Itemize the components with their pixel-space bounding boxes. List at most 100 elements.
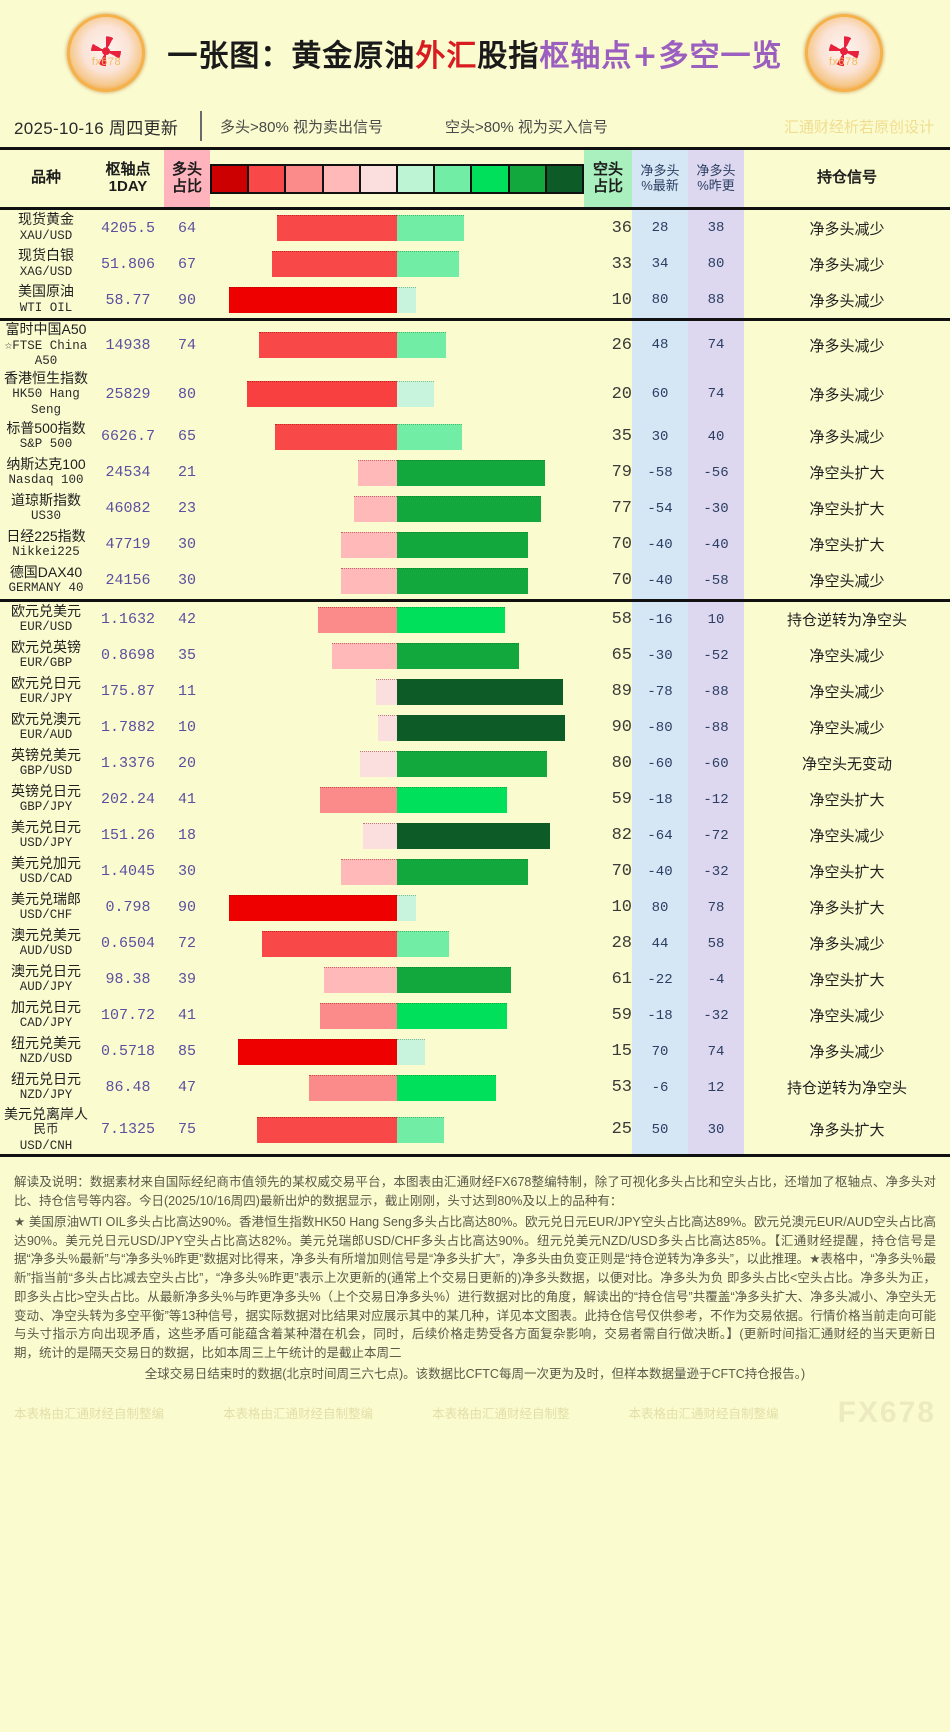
- cell-instrument-name: 加元兑日元 CAD/JPY: [0, 998, 92, 1034]
- instrument-symbol: NZD/JPY: [19, 1088, 73, 1103]
- cell-position-signal: 净多头减少: [809, 936, 885, 953]
- cell-position-bar: [210, 370, 584, 419]
- cell-instrument-name: 现货黄金 XAU/USD: [0, 209, 92, 247]
- table-row[interactable]: 德国DAX40 GERMANY 40 24156 30 70 -40 -58 净空头减少: [0, 562, 950, 602]
- table-row[interactable]: 欧元兑澳元 EUR/AUD 1.7882 10 90 -80 -88 净空头减少: [0, 709, 950, 746]
- cell-short-percent: 82: [611, 826, 632, 845]
- cell-short-percent: 20: [611, 384, 632, 404]
- table-row[interactable]: 澳元兑日元 AUD/JPY 98.38 39 61 -22 -4 净空头扩大: [0, 961, 950, 998]
- footer-last-line: 全球交易日结束时的数据(北京时间周三六七点)。该数据比CFTC每周一次更为及时，…: [144, 1366, 806, 1381]
- instrument-symbol: AUD/USD: [19, 944, 73, 959]
- table-row[interactable]: 纽元兑日元 NZD/JPY 86.48 47 53 -6 12 持仓逆转为净空头: [0, 1069, 950, 1106]
- title-banner: 一张图：黄金原油外汇股指枢轴点+多空一览: [0, 0, 950, 105]
- instrument-symbol: A50: [34, 354, 58, 369]
- cell-instrument-name: 现货白银 XAG/USD: [0, 246, 92, 282]
- cell-instrument-name: 纽元兑日元 NZD/JPY: [0, 1070, 92, 1106]
- cell-long-percent: 30: [164, 562, 210, 602]
- table-row[interactable]: 澳元兑美元 AUD/USD 0.6504 72 28 44 58 净多头减少: [0, 925, 950, 962]
- instrument-symbol: CAD/JPY: [19, 1016, 73, 1031]
- cell-net-long-previous: -72: [688, 817, 744, 854]
- cell-position-signal: 净空头扩大: [809, 501, 885, 518]
- cell-short-percent: 26: [611, 335, 632, 355]
- instrument-cn: 香港恒生指数: [4, 369, 88, 386]
- cell-long-percent: 90: [164, 282, 210, 321]
- table-row[interactable]: 美元兑离岸人 民币 USD/CNH 7.1325 75 25 50 30 净多头扩大: [0, 1105, 950, 1155]
- table-row[interactable]: 纳斯达克100 Nasdaq 100 24534 21 79 -58 -56 净空头扩大: [0, 454, 950, 491]
- legend-swatch-0: [212, 165, 250, 192]
- table-row[interactable]: 现货黄金 XAU/USD 4205.5 64 36 28 38 净多头减少: [0, 208, 950, 247]
- cell-position-bar: [210, 854, 584, 890]
- cell-position-signal: 净空头减少: [809, 648, 885, 665]
- cell-short-percent: 59: [611, 1006, 632, 1025]
- table-row[interactable]: 加元兑日元 CAD/JPY 107.72 41 59 -18 -32 净空头减少: [0, 997, 950, 1034]
- instrument-symbol: Nikkei225: [12, 545, 80, 560]
- cell-net-long-latest: 30: [632, 418, 688, 455]
- table-row[interactable]: 纽元兑美元 NZD/USD 0.5718 85 15 70 74 净多头减少: [0, 1033, 950, 1070]
- table-row[interactable]: 美元兑瑞郎 USD/CHF 0.798 90 10 80 78 净多头扩大: [0, 889, 950, 926]
- cell-position-bar: [210, 320, 584, 370]
- cell-pivot-point: 24156: [92, 562, 164, 602]
- col-header-long-pct: 多头 占比: [164, 147, 210, 210]
- cell-net-long-previous: 80: [688, 246, 744, 282]
- instrument-cn: 标普500指数: [6, 419, 86, 436]
- cell-short-percent: 79: [611, 463, 632, 482]
- instrument-symbol: WTI OIL: [19, 300, 73, 315]
- col-header-legend: [210, 147, 584, 210]
- cell-net-long-previous: -88: [688, 709, 744, 746]
- table-row[interactable]: 欧元兑美元 EUR/USD 1.1632 42 58 -16 10 持仓逆转为净空头: [0, 600, 950, 638]
- cell-pivot-point: 0.6504: [100, 935, 155, 952]
- cell-net-long-latest: -78: [632, 673, 688, 710]
- table-row[interactable]: 富时中国A50 ☆FTSE China A50 14938 74 26 48 74 净多头减少: [0, 319, 950, 370]
- table-row[interactable]: 欧元兑日元 EUR/JPY 175.87 11 89 -78 -88 净空头减少: [0, 673, 950, 710]
- cell-long-percent: 90: [177, 899, 196, 916]
- col-header-pivot: 枢轴点 1DAY: [92, 147, 164, 210]
- table-body: 现货黄金 XAU/USD 4205.5 64 36 28 38 净多头减少 现货白银 XAG/US…: [0, 208, 950, 1155]
- cell-long-percent: 47: [177, 1079, 196, 1096]
- table-row[interactable]: 英镑兑美元 GBP/USD 1.3376 20 80 -60 -60 净空头无变动: [0, 745, 950, 782]
- cell-pivot-point: 24534: [105, 464, 151, 481]
- cell-short-percent: 25: [611, 1120, 632, 1140]
- instrument-symbol: GBP/JPY: [19, 800, 73, 815]
- table-row[interactable]: 美元兑日元 USD/JPY 151.26 18 82 -64 -72 净空头减少: [0, 817, 950, 854]
- short-bar: [397, 1074, 497, 1101]
- credit-1: 本表格由汇通财经自制整编: [14, 1407, 165, 1421]
- cell-position-bar: [210, 527, 584, 563]
- instrument-symbol: GBP/USD: [19, 764, 73, 779]
- cell-short-percent: 65: [611, 646, 632, 665]
- table-row[interactable]: 现货白银 XAG/USD 51.806 67 33 34 80 净多头减少: [0, 246, 950, 282]
- long-bar: [228, 894, 397, 921]
- instrument-symbol: GERMANY 40: [8, 581, 84, 596]
- table-row[interactable]: 道琼斯指数 US30 46082 23 77 -54 -30 净空头扩大: [0, 490, 950, 527]
- cell-long-percent: 18: [177, 827, 196, 844]
- table-row[interactable]: 标普500指数 S&P 500 6626.7 65 35 30 40 净多头减少: [0, 418, 950, 455]
- cell-net-long-latest: -30: [632, 637, 688, 674]
- table-row[interactable]: 欧元兑英镑 EUR/GBP 0.8698 35 65 -30 -52 净空头减少: [0, 637, 950, 674]
- cell-position-signal: 净空头扩大: [809, 972, 885, 989]
- cell-net-long-previous: -32: [688, 997, 744, 1034]
- short-bar: [397, 786, 508, 813]
- short-bar: [397, 714, 566, 741]
- long-bar: [247, 381, 397, 408]
- cell-position-bar: [210, 746, 584, 782]
- cell-long-percent: 42: [177, 611, 196, 628]
- cell-position-bar: [210, 998, 584, 1034]
- table-row[interactable]: 日经225指数 Nikkei225 47719 30 70 -40 -40 净空头扩大: [0, 526, 950, 563]
- table-row[interactable]: 美元兑加元 USD/CAD 1.4045 30 70 -40 -32 净空头扩大: [0, 853, 950, 890]
- cell-long-percent: 72: [177, 935, 196, 952]
- table-row[interactable]: 香港恒生指数 HK50 Hang Seng 25829 80 20 60 74 净多头减少: [0, 369, 950, 419]
- long-bar: [331, 642, 397, 669]
- cell-net-long-previous: 10: [688, 600, 744, 638]
- instrument-symbol: XAG/USD: [19, 264, 73, 279]
- table-row[interactable]: 英镑兑日元 GBP/JPY 202.24 41 59 -18 -12 净空头扩大: [0, 781, 950, 818]
- short-bar: [397, 567, 528, 594]
- instrument-cn: 欧元兑美元: [11, 602, 81, 619]
- cell-position-bar: [210, 926, 584, 962]
- table-row[interactable]: 美国原油 WTI OIL 58.77 90 10 80 88 净多头减少: [0, 282, 950, 321]
- short-bar: [397, 678, 564, 705]
- cell-position-signal: 净多头减少: [809, 386, 885, 404]
- cell-instrument-name: 富时中国A50 ☆FTSE China A50: [0, 320, 92, 370]
- cell-net-long-latest: -54: [632, 490, 688, 527]
- cell-pivot-point: 51.806: [100, 255, 155, 273]
- cell-pivot-point: 4205.5: [100, 219, 155, 237]
- instrument-symbol: USD/CAD: [19, 872, 73, 887]
